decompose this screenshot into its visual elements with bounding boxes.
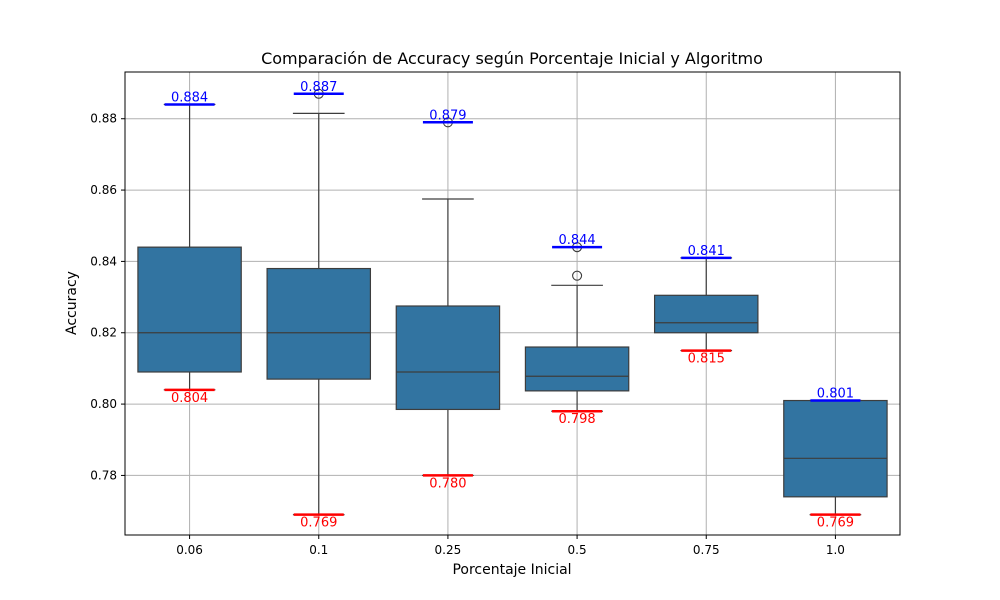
max-value-label: 0.879	[429, 108, 466, 123]
chart-title: Comparación de Accuracy según Porcentaje…	[261, 49, 763, 68]
y-tick-label: 0.86	[90, 183, 117, 197]
max-value-label: 0.841	[688, 244, 725, 259]
max-value-label: 0.801	[817, 387, 854, 402]
iqr-box	[783, 399, 888, 498]
y-tick-label: 0.84	[90, 254, 117, 268]
min-max-marker-layer: 0.884 0.804 0.887 0.769 0.879 0.780 0.844 0.798…	[164, 80, 861, 531]
x-tick-label: 0.1	[309, 543, 328, 557]
min-value-label: 0.804	[171, 391, 208, 406]
x-tick-label: 0.06	[176, 543, 203, 557]
plot-frame	[124, 71, 901, 536]
y-tick-label: 0.78	[90, 468, 117, 482]
x-tick-label: 0.5	[568, 543, 587, 557]
y-tick-label: 0.80	[90, 397, 117, 411]
min-value-label: 0.815	[688, 352, 725, 367]
max-value-label: 0.887	[300, 80, 337, 95]
axis-layer: 0.78 0.80 0.82 0.84 0.86 0.88 0.06 0.1 0.25 0.5 0.…	[90, 112, 845, 557]
min-value-label: 0.769	[300, 516, 337, 531]
x-tick-label: 0.75	[693, 543, 720, 557]
y-tick-label: 0.82	[90, 326, 117, 340]
outlier-point	[572, 270, 583, 281]
x-tick-label: 1.0	[826, 543, 845, 557]
min-value-label: 0.769	[817, 516, 854, 531]
iqr-box	[395, 305, 501, 411]
box-layer	[137, 88, 888, 516]
iqr-box	[137, 246, 242, 373]
iqr-box	[524, 346, 630, 392]
iqr-box	[653, 294, 759, 334]
max-value-label: 0.844	[558, 233, 595, 248]
min-value-label: 0.798	[558, 412, 595, 427]
y-tick-label: 0.88	[90, 112, 117, 126]
iqr-box	[266, 267, 372, 380]
min-value-label: 0.780	[429, 476, 466, 491]
x-tick-label: 0.25	[435, 543, 462, 557]
x-axis-label: Porcentaje Inicial	[452, 562, 571, 578]
y-axis-label: Accuracy	[64, 271, 80, 335]
max-value-label: 0.884	[171, 90, 208, 105]
